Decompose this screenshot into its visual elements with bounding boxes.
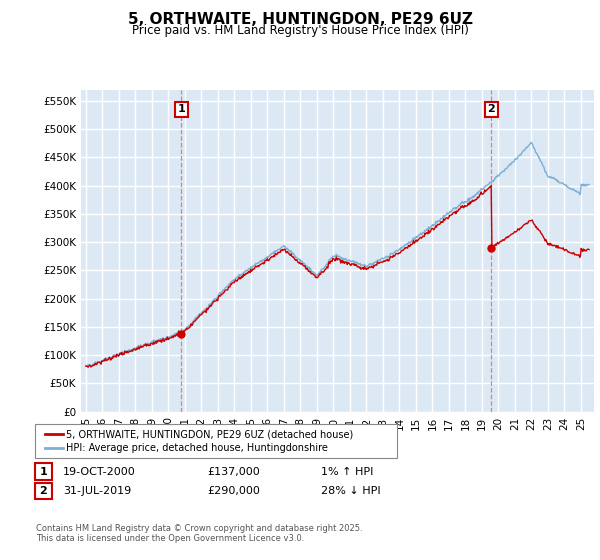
Text: 1: 1 xyxy=(40,466,47,477)
Text: 28% ↓ HPI: 28% ↓ HPI xyxy=(321,486,380,496)
Text: £137,000: £137,000 xyxy=(207,466,260,477)
Text: 5, ORTHWAITE, HUNTINGDON, PE29 6UZ: 5, ORTHWAITE, HUNTINGDON, PE29 6UZ xyxy=(128,12,473,27)
Text: 1: 1 xyxy=(178,104,185,114)
Text: Contains HM Land Registry data © Crown copyright and database right 2025.
This d: Contains HM Land Registry data © Crown c… xyxy=(36,524,362,543)
Text: HPI: Average price, detached house, Huntingdonshire: HPI: Average price, detached house, Hunt… xyxy=(66,443,328,453)
Text: 19-OCT-2000: 19-OCT-2000 xyxy=(63,466,136,477)
Text: 2: 2 xyxy=(40,486,47,496)
Text: 2: 2 xyxy=(488,104,495,114)
Text: £290,000: £290,000 xyxy=(207,486,260,496)
Text: 31-JUL-2019: 31-JUL-2019 xyxy=(63,486,131,496)
Text: 1% ↑ HPI: 1% ↑ HPI xyxy=(321,466,373,477)
Text: 5, ORTHWAITE, HUNTINGDON, PE29 6UZ (detached house): 5, ORTHWAITE, HUNTINGDON, PE29 6UZ (deta… xyxy=(66,429,353,439)
Text: Price paid vs. HM Land Registry's House Price Index (HPI): Price paid vs. HM Land Registry's House … xyxy=(131,24,469,37)
